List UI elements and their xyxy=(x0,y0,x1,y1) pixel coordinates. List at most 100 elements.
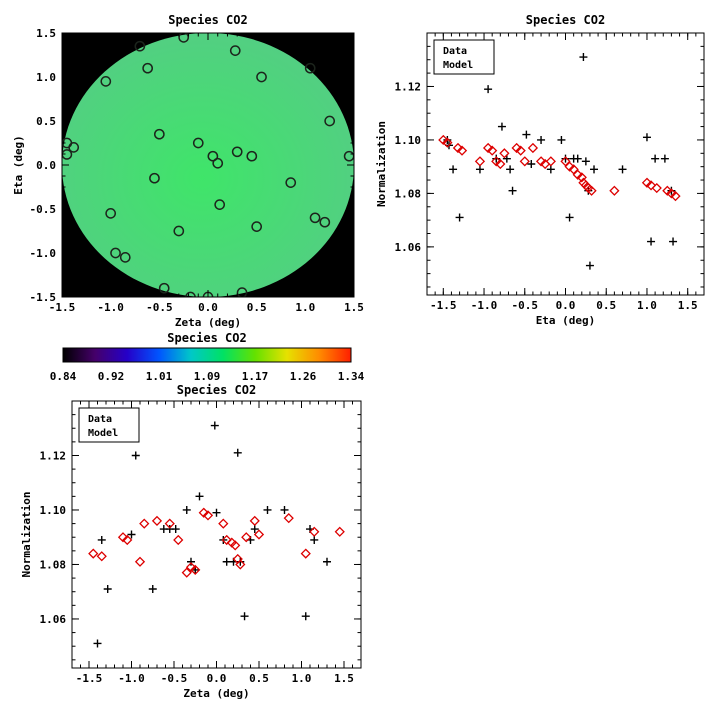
model-point-diamond xyxy=(487,145,498,156)
source-circle xyxy=(173,225,185,237)
data-point-plus xyxy=(581,157,590,166)
y-tick-label: 1.06 xyxy=(40,613,67,626)
y-tick-label: -1.0 xyxy=(30,247,57,260)
data-point-plus xyxy=(484,85,493,94)
model-point-diamond xyxy=(190,564,201,576)
x-tick-label: -1.5 xyxy=(430,299,457,312)
colorbar: Species CO2 0.84 0.92 1.01 1.09 1.17 1.26 1.34 xyxy=(50,331,365,383)
data-point-plus xyxy=(210,421,219,430)
source-circle xyxy=(100,76,112,87)
y-tick-label: -1.5 xyxy=(30,291,57,304)
model-point-diamond xyxy=(545,156,556,167)
model-point-diamond xyxy=(117,532,129,543)
source-circle xyxy=(319,216,331,228)
model-point-diamond xyxy=(641,177,653,188)
model-point-diamond xyxy=(535,156,547,167)
source-circle xyxy=(149,172,160,184)
model-point-diamond xyxy=(96,551,107,562)
source-circle xyxy=(153,128,165,140)
data-point-plus xyxy=(131,451,140,460)
data-point-plus xyxy=(546,165,555,174)
model-point-diamond xyxy=(241,532,252,543)
source-circle xyxy=(207,150,219,162)
data-point-plus xyxy=(148,584,157,593)
model-point-diamond xyxy=(134,556,146,567)
data-point-plus xyxy=(573,154,582,163)
data-point-plus xyxy=(280,505,289,514)
model-point-diamond xyxy=(202,510,214,521)
zeta-panel: -1.5 -1.0 -0.5 0.0 0.5 1.0 1.5 1.06 1.08 1.10 1.12… xyxy=(20,383,362,700)
source-circle xyxy=(309,212,321,224)
data-point-plus xyxy=(310,535,319,544)
colorbar-title: Species CO2 xyxy=(167,331,246,345)
x-tick-label: -1.0 xyxy=(118,672,145,685)
legend-box xyxy=(433,39,495,75)
colorbar-label: 1.17 xyxy=(242,370,269,383)
x-tick-label: 1.0 xyxy=(637,299,657,312)
eta-panel: -1.5 -1.0 -0.5 0.0 0.5 1.0 1.5 1.06 1.08 1.10 1.12… xyxy=(375,13,705,327)
data-point-plus xyxy=(585,261,594,270)
data-point-plus xyxy=(508,186,517,195)
data-point-plus xyxy=(618,165,627,174)
data-point-plus xyxy=(222,557,231,566)
x-tick-label: 1.5 xyxy=(344,301,364,314)
data-point-plus xyxy=(527,160,536,168)
data-point-plus xyxy=(212,508,221,517)
zeta-xlabel: Zeta (deg) xyxy=(183,687,249,700)
x-tick-label: 0.0 xyxy=(198,301,218,314)
x-tick-label: 0.5 xyxy=(249,672,269,685)
model-point-diamond xyxy=(230,540,241,551)
data-point-plus xyxy=(195,492,204,501)
source-circle xyxy=(256,71,267,83)
data-point-plus xyxy=(171,525,180,534)
y-tick-label: 1.10 xyxy=(395,134,422,147)
model-point-diamond xyxy=(519,156,530,167)
colorbar-label: 0.92 xyxy=(98,370,125,383)
model-point-diamond xyxy=(651,182,662,194)
model-point-diamond xyxy=(452,142,464,154)
data-point-plus xyxy=(660,154,669,163)
data-point-plus xyxy=(647,237,656,246)
source-circle xyxy=(158,282,170,294)
data-point-plus xyxy=(263,505,272,514)
data-point-plus xyxy=(449,165,458,174)
sky-title: Species CO2 xyxy=(168,13,247,27)
model-point-diamond xyxy=(235,559,246,570)
plot-frame xyxy=(426,32,705,296)
sky-points xyxy=(62,33,354,297)
data-point-plus xyxy=(323,557,331,566)
legend-label-data: Data xyxy=(88,414,112,425)
data-point-plus xyxy=(642,133,651,142)
y-tick-label: 0.5 xyxy=(36,115,56,128)
data-point-plus xyxy=(233,448,242,457)
data-point-plus xyxy=(590,165,599,174)
model-point-diamond xyxy=(139,518,150,529)
model-point-diamond xyxy=(572,169,583,180)
data-point-plus xyxy=(301,612,310,621)
data-point-plus xyxy=(250,525,259,534)
x-tick-label: -0.5 xyxy=(161,672,188,685)
source-circle xyxy=(212,157,224,169)
source-circle xyxy=(68,142,80,153)
source-circle xyxy=(304,62,316,74)
y-tick-label: 1.0 xyxy=(36,71,56,84)
model-point-diamond xyxy=(564,161,575,172)
data-point-plus xyxy=(182,505,191,514)
eta-ylabel: Normalization xyxy=(375,121,388,207)
model-point-diamond xyxy=(198,507,209,518)
model-point-diamond xyxy=(334,526,345,537)
y-tick-label: 1.08 xyxy=(395,187,422,200)
source-circle xyxy=(134,40,146,52)
legend-label-model: Model xyxy=(88,428,118,439)
source-circle xyxy=(229,45,241,56)
source-circle xyxy=(231,146,243,158)
model-point-diamond xyxy=(164,518,175,529)
model-point-diamond xyxy=(218,518,229,529)
model-point-diamond xyxy=(300,548,311,559)
x-tick-label: 1.5 xyxy=(334,672,354,685)
source-circle xyxy=(192,137,204,149)
model-point-diamond xyxy=(221,534,232,546)
data-point-plus xyxy=(522,130,531,139)
model-point-diamond xyxy=(442,137,453,148)
model-point-diamond xyxy=(511,142,522,154)
